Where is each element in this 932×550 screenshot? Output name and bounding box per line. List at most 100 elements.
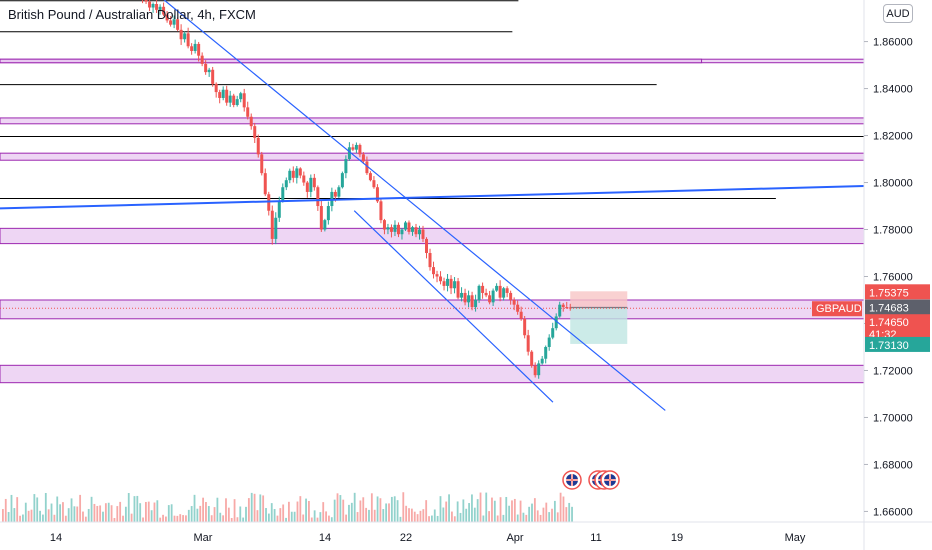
- position-reward-box[interactable]: [570, 307, 628, 344]
- volume-bar: [556, 512, 559, 522]
- candle-body: [533, 365, 537, 376]
- candle-body: [225, 89, 229, 103]
- time-axis[interactable]: 14 Mar 14 22 Apr 11 19 May: [50, 532, 806, 544]
- time-tick-label: May: [785, 532, 806, 544]
- volume-bar: [7, 512, 10, 522]
- candle-body: [407, 222, 411, 232]
- volume-bar: [10, 494, 13, 522]
- candle-body: [389, 227, 393, 232]
- volume-bar: [102, 511, 104, 522]
- candle-body: [432, 267, 436, 275]
- uk-flag-icon[interactable]: [600, 470, 620, 490]
- stop-label-bg: [865, 336, 930, 352]
- candle-body: [403, 222, 407, 230]
- volume-bar: [62, 502, 64, 522]
- volume-bar: [416, 514, 419, 522]
- volume-bar: [496, 515, 499, 522]
- candle-body: [544, 346, 548, 359]
- volume-bar: [451, 511, 453, 522]
- candle-body: [382, 220, 386, 230]
- horizontal-trendline[interactable]: [0, 185, 865, 210]
- volume-bar: [127, 493, 130, 522]
- plot-area[interactable]: [0, 0, 864, 522]
- candle-body: [477, 285, 481, 300]
- volume-bar: [359, 500, 362, 522]
- volume-bar: [522, 512, 525, 522]
- candle-body: [239, 93, 243, 100]
- candle-body: [312, 177, 316, 188]
- volume-bar: [559, 492, 562, 522]
- price-tick-label: 1.82000: [873, 131, 913, 143]
- candle-body: [351, 147, 355, 150]
- volume-bar: [96, 505, 99, 522]
- volume-bar: [336, 493, 339, 522]
- time-tick-label: 11: [590, 532, 601, 544]
- volume-bar: [390, 496, 393, 522]
- candle-body: [235, 99, 239, 106]
- volume-bar: [59, 504, 61, 522]
- candle-body: [207, 69, 211, 73]
- volume-bar: [571, 506, 573, 522]
- candle-body: [425, 238, 429, 254]
- candle-body: [169, 20, 173, 25]
- supply-demand-zone: [0, 117, 865, 125]
- candle-body: [242, 93, 246, 108]
- volume-bar: [207, 506, 210, 522]
- volume-bar: [328, 515, 330, 522]
- volume-bar: [210, 515, 213, 522]
- price-axis[interactable]: 1.86000 1.84000 1.82000 1.80000 1.78000 1.760…: [864, 37, 913, 519]
- channel-lower[interactable]: [353, 210, 554, 403]
- volume-bar: [225, 498, 227, 522]
- candle-body: [446, 278, 450, 286]
- candle-body: [547, 337, 551, 347]
- candle-body: [162, 6, 166, 15]
- time-tick-label: 22: [400, 532, 412, 544]
- uk-flag-icon[interactable]: [562, 470, 582, 490]
- current-price-label-bg: [865, 314, 930, 341]
- channel-upper[interactable]: [163, 0, 666, 411]
- candle-body: [214, 83, 218, 93]
- volume-bar: [379, 498, 382, 522]
- candle-body: [551, 328, 555, 338]
- volume-bar: [402, 492, 405, 522]
- volume-bar: [253, 493, 256, 522]
- candle-body: [386, 227, 390, 230]
- position-risk-box[interactable]: [570, 291, 628, 308]
- candle-body: [291, 170, 295, 178]
- volume-bar: [456, 501, 459, 522]
- candle-body: [183, 33, 187, 40]
- volume-bar: [265, 508, 267, 522]
- volume-bar: [465, 508, 468, 522]
- volume-bar: [187, 509, 190, 522]
- candle-body: [484, 292, 488, 296]
- volume-bar: [162, 514, 164, 522]
- candle-body: [410, 227, 414, 232]
- volume-bar: [256, 510, 259, 522]
- volume-bar: [413, 511, 416, 522]
- volume-bar: [36, 497, 39, 522]
- volume-bar: [548, 512, 551, 522]
- symbol-tag-bg: [812, 301, 862, 317]
- candle-body: [347, 147, 351, 160]
- price-tick-label: 1.72000: [873, 365, 913, 377]
- volume-bar: [393, 496, 396, 522]
- volume-bar: [353, 492, 356, 522]
- candle-body: [155, 3, 159, 10]
- candle-body: [491, 290, 495, 303]
- currency-button[interactable]: AUD: [883, 4, 913, 23]
- time-tick-label: Apr: [506, 532, 523, 544]
- price-tick-label: 1.70000: [873, 412, 913, 424]
- volume-bar: [482, 515, 485, 522]
- volume-bar: [499, 497, 502, 522]
- volume-bar: [433, 509, 436, 522]
- volume-bar: [179, 514, 182, 522]
- volume-bar: [213, 507, 216, 522]
- candle-body: [372, 180, 376, 188]
- candle-body: [176, 19, 180, 30]
- price-tick-label: 1.68000: [873, 459, 913, 471]
- candle-body: [530, 351, 534, 366]
- volume-bar: [136, 495, 139, 522]
- volume-bar: [73, 506, 76, 522]
- candle-body: [151, 3, 155, 8]
